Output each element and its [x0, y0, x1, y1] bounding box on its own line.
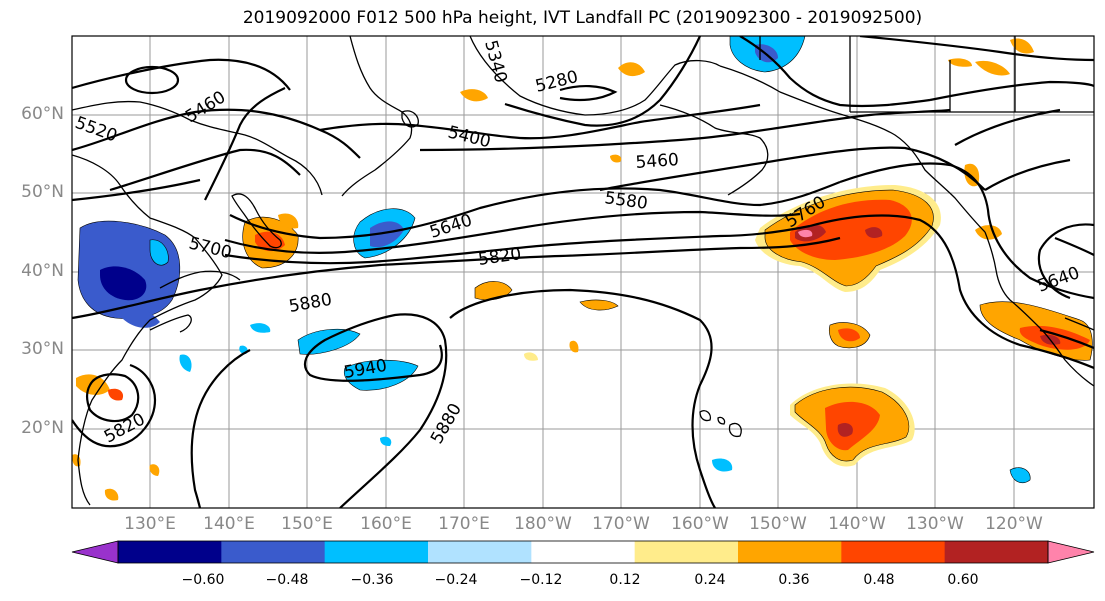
lon-label: 160°W	[671, 514, 729, 534]
colorbar-cell	[531, 541, 636, 563]
lon-label: 150°W	[749, 514, 807, 534]
colorbar-tick-label: 0.24	[694, 572, 726, 588]
lon-label: 140°W	[828, 514, 886, 534]
colorbar-tick-label: 0.36	[778, 572, 810, 588]
colorbar-tick-label: −0.24	[434, 572, 478, 588]
coastlines	[72, 36, 1094, 506]
colorbar-cell	[118, 541, 222, 563]
colorbar-extend-min	[72, 541, 118, 563]
lat-label: 60°N	[21, 104, 64, 124]
colorbar-cell	[221, 541, 326, 563]
map-frame	[71, 35, 1095, 509]
colorbar-cell	[428, 541, 532, 563]
lon-label: 120°W	[985, 514, 1043, 534]
colorbar-tick-label: 0.48	[863, 572, 895, 588]
lon-label: 140°E	[203, 514, 255, 534]
lon-label: 130°E	[124, 514, 176, 534]
colorbar	[71, 540, 1095, 564]
lon-label: 150°E	[281, 514, 333, 534]
colorbar-tick-label: −0.36	[350, 572, 394, 588]
colorbar-tick-label: 0.60	[947, 572, 979, 588]
contour-label: 5460	[635, 150, 680, 173]
map-title: 2019092000 F012 500 hPa height, IVT Land…	[242, 8, 923, 28]
lon-label: 170°W	[592, 514, 650, 534]
colorbar-cell	[841, 541, 946, 563]
lon-label: 180°W	[514, 514, 572, 534]
colorbar-cell	[944, 541, 1049, 563]
positive-ivt-patches	[72, 38, 1093, 501]
lon-label: 160°E	[360, 514, 412, 534]
height-contours	[72, 36, 1094, 508]
colorbar-tick-label: −0.12	[519, 572, 563, 588]
lat-label: 30°N	[21, 339, 64, 359]
colorbar-tick-label: −0.60	[181, 572, 225, 588]
colorbar-extend-max	[1048, 541, 1094, 563]
colorbar-cell	[324, 541, 429, 563]
colorbar-tick-label: 0.12	[609, 572, 641, 588]
lat-label: 50°N	[21, 182, 64, 202]
lat-label: 40°N	[21, 261, 64, 281]
lon-label: 170°E	[438, 514, 490, 534]
colorbar-cell	[738, 541, 842, 563]
colorbar-tick-label: −0.48	[265, 572, 309, 588]
colorbar-cell	[634, 541, 739, 563]
lon-label: 130°W	[906, 514, 964, 534]
lat-label: 20°N	[21, 418, 64, 438]
